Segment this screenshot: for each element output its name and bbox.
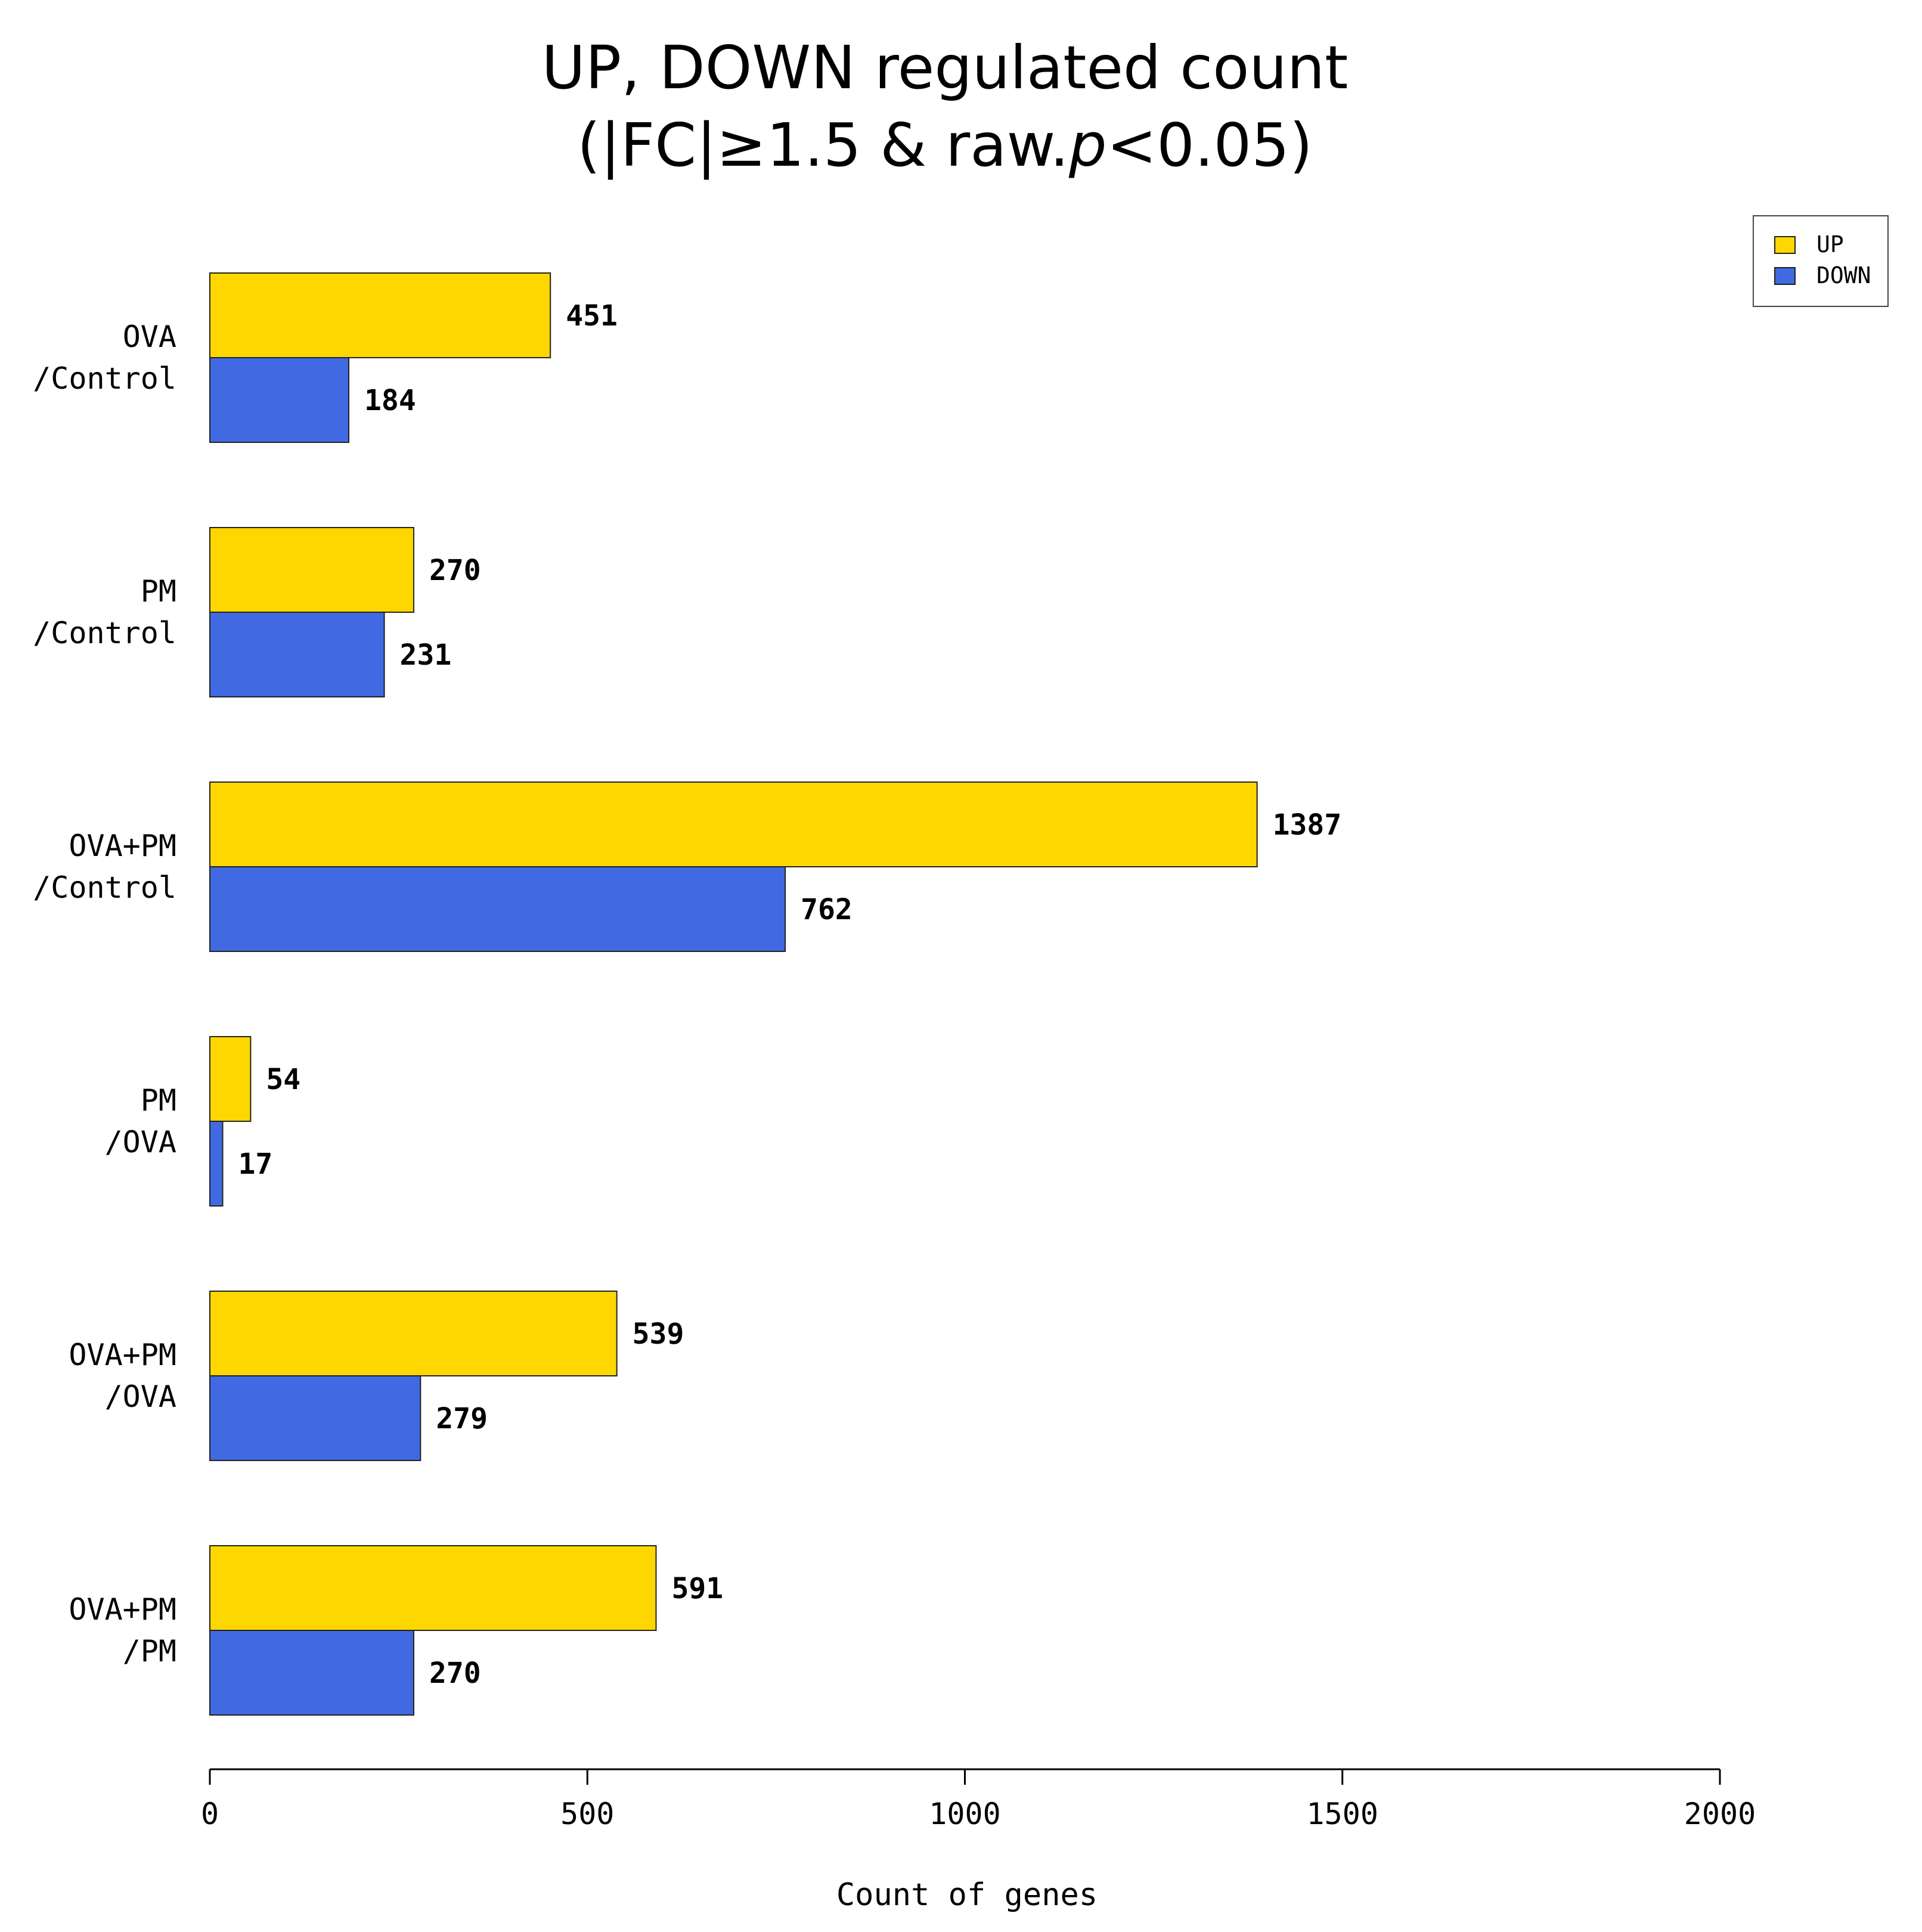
chart-title-line2-suffix: <0.05) [1106,110,1312,180]
bar-up-3 [209,1036,252,1122]
category-label-5-line1: OVA+PM [69,1592,176,1627]
legend-label-up: UP [1816,231,1844,258]
x-tick-label-0: 0 [201,1797,219,1831]
bar-down-3 [209,1121,224,1207]
legend-label-down: DOWN [1816,262,1871,289]
legend: UP DOWN [1753,215,1889,307]
category-label-3-line2: /OVA [105,1125,176,1159]
value-label-down-0: 184 [364,384,416,417]
category-label-4-line1: OVA+PM [69,1338,176,1372]
category-label-1-line1: PM [141,574,176,609]
category-label-0-line2: /Control [33,361,176,396]
value-label-down-3: 17 [238,1148,273,1181]
chart-title-line1: UP, DOWN regulated count [542,33,1348,103]
x-tick-label-500: 500 [560,1797,614,1831]
value-label-up-1: 270 [429,554,481,587]
bar-up-5 [209,1545,657,1631]
bar-down-0 [209,357,350,443]
value-label-down-5: 270 [429,1657,481,1690]
chart-title-line2-italic: p [1068,110,1106,180]
legend-swatch-down [1774,267,1796,285]
bar-up-1 [209,527,414,613]
value-label-up-0: 451 [566,299,618,333]
bars-group [209,272,1258,1716]
x-tick-label-2000: 2000 [1684,1797,1756,1831]
value-label-up-2: 1387 [1273,808,1342,842]
bar-down-2 [209,866,786,952]
category-label-1-line2: /Control [33,616,176,650]
category-label-2-line1: OVA+PM [69,829,176,863]
bar-down-5 [209,1630,414,1716]
value-label-up-4: 539 [633,1317,684,1351]
category-label-0-line1: OVA [123,320,176,354]
bar-up-2 [209,782,1258,867]
x-tick-label-1000: 1000 [929,1797,1000,1831]
bar-down-4 [209,1375,421,1461]
value-labels-group: 451 184 270 231 1387 762 54 17 539 279 591 270 [238,299,1342,1690]
x-axis: 0 500 1000 1500 2000 [201,1768,1756,1831]
value-label-up-3: 54 [266,1063,300,1096]
value-label-down-2: 762 [801,893,852,926]
category-label-2-line2: /Control [33,870,176,905]
category-labels-group: OVA/Control PM/Control OVA+PM/Control PM/OV… [33,320,176,1669]
legend-box [1753,215,1889,307]
x-axis-title: Count of genes [836,1877,1098,1913]
chart-title-line2: (|FC|≥1.5 & raw.p<0.05) [577,110,1313,180]
x-tick-label-1500: 1500 [1307,1797,1378,1831]
legend-swatch-up [1774,236,1796,254]
bar-up-4 [209,1291,618,1376]
value-label-up-5: 591 [672,1572,724,1605]
chart-title-line2-prefix: (|FC|≥1.5 & raw. [577,110,1069,180]
value-label-down-1: 231 [400,638,452,672]
bar-up-0 [209,272,551,358]
bar-down-1 [209,612,385,697]
category-label-4-line2: /OVA [105,1379,176,1414]
category-label-5-line2: /PM [123,1634,176,1669]
category-label-3-line1: PM [141,1083,176,1118]
value-label-down-4: 279 [436,1402,488,1435]
